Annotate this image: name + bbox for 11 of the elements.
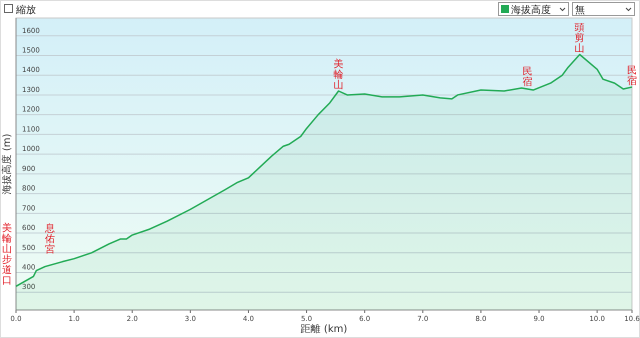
annotation: 頭剪山 [574, 22, 585, 54]
annotation: 民宿 [627, 66, 637, 88]
y-axis-title: 海拔高度 (m) [1, 134, 13, 194]
text: 縮放 [15, 4, 36, 16]
text: 無 [575, 4, 585, 16]
annotation: 美輪山 [334, 58, 344, 91]
legend-label: 海拔高度 [511, 4, 551, 16]
annotation: 民宿 [522, 66, 532, 88]
annotation: 美輪山步道口 [2, 222, 12, 286]
x-axis-title: 距離 (km) [300, 323, 348, 335]
annotation: 息佑宮 [44, 222, 55, 256]
